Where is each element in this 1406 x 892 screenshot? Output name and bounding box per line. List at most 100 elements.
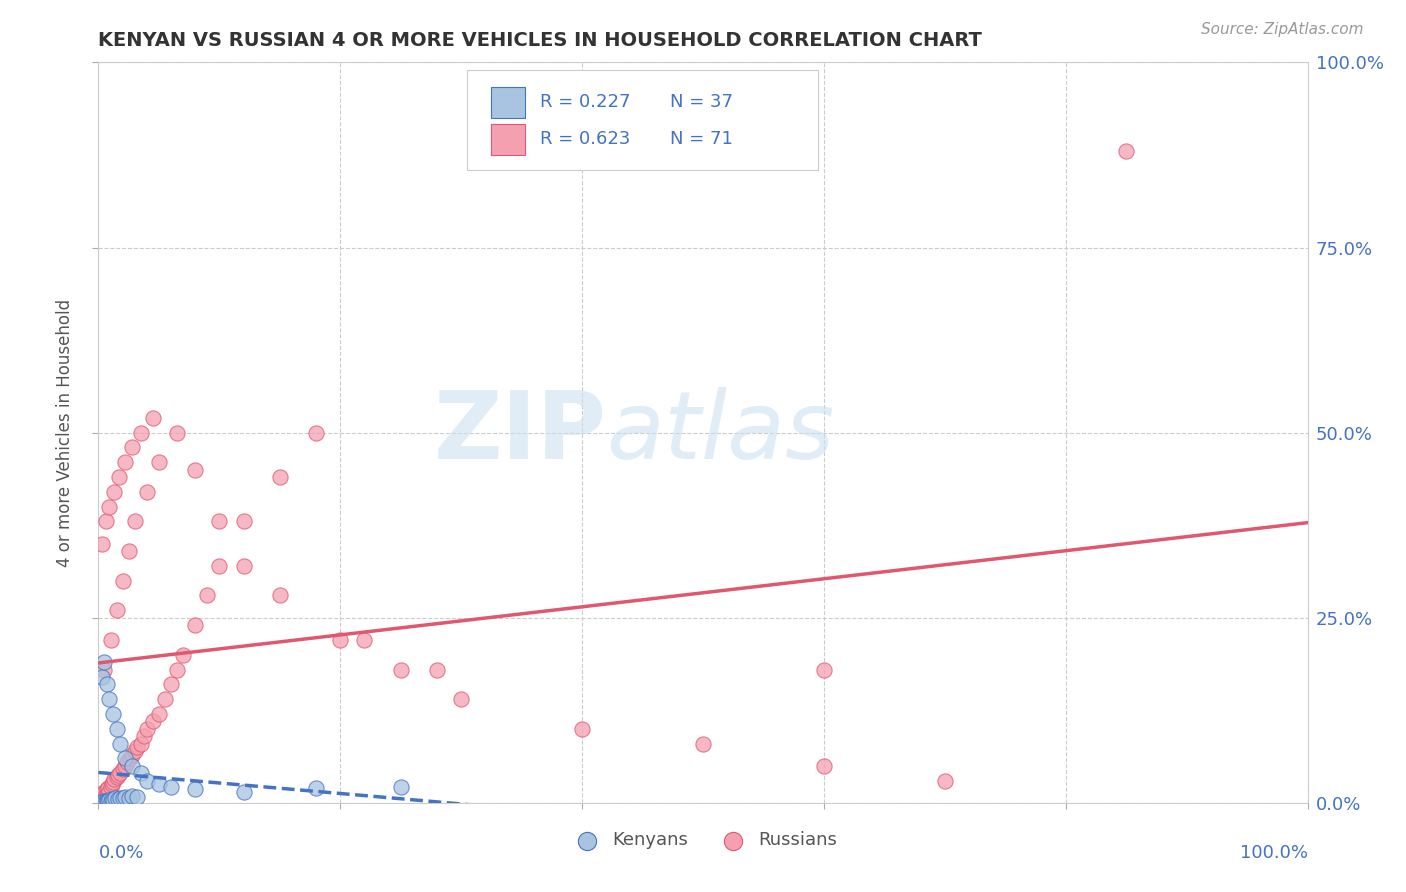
Point [93, 663, 115, 677]
Point [121, 747, 143, 762]
Point [232, 515, 254, 529]
Point [114, 758, 136, 772]
Point [129, 425, 152, 440]
Point [269, 470, 291, 484]
Point [148, 777, 170, 791]
Point [195, 589, 218, 603]
Point [172, 648, 194, 662]
Point [124, 744, 146, 758]
Point [135, 722, 157, 736]
Point [91, 794, 114, 808]
Point [97, 780, 120, 795]
Point [93, 655, 115, 669]
Point [184, 782, 207, 797]
Point [105, 770, 128, 784]
Point [98, 500, 121, 514]
Point [208, 558, 231, 573]
Text: R = 0.623: R = 0.623 [540, 130, 630, 148]
Point [101, 775, 124, 789]
FancyBboxPatch shape [467, 70, 818, 169]
Point [111, 791, 134, 805]
Point [101, 793, 124, 807]
Point [100, 794, 122, 808]
Point [90, 789, 112, 803]
Point [98, 785, 121, 799]
Text: N = 37: N = 37 [671, 94, 734, 112]
Point [96, 677, 118, 691]
Point [91, 787, 114, 801]
Point [121, 789, 143, 804]
Point [184, 618, 207, 632]
Point [389, 663, 412, 677]
Point [100, 780, 122, 794]
Point [813, 663, 835, 677]
Point [692, 737, 714, 751]
Point [269, 589, 291, 603]
Point [1115, 145, 1137, 159]
Point [166, 663, 188, 677]
Point [98, 793, 121, 807]
Point [232, 785, 254, 799]
FancyBboxPatch shape [492, 124, 526, 155]
Point [108, 737, 131, 751]
Point [124, 515, 146, 529]
Point [232, 558, 254, 573]
Point [127, 789, 149, 804]
Legend: Kenyans, Russians: Kenyans, Russians [561, 824, 845, 856]
Point [389, 780, 412, 794]
Point [160, 780, 183, 794]
Point [305, 425, 328, 440]
Point [105, 603, 128, 617]
Point [121, 758, 143, 772]
Point [160, 677, 183, 691]
Point [114, 789, 136, 804]
Point [91, 536, 114, 550]
Point [148, 455, 170, 469]
Text: 0.0%: 0.0% [98, 844, 143, 862]
Point [118, 751, 141, 765]
Point [118, 790, 141, 805]
Point [148, 706, 170, 721]
Point [96, 794, 118, 808]
Point [111, 763, 134, 777]
Point [329, 632, 352, 647]
Point [353, 632, 375, 647]
Point [98, 692, 121, 706]
Text: ZIP: ZIP [433, 386, 606, 479]
Point [100, 792, 122, 806]
Point [571, 722, 593, 736]
Point [94, 789, 117, 803]
Y-axis label: 4 or more Vehicles in Household: 4 or more Vehicles in Household [56, 299, 75, 566]
Point [90, 795, 112, 809]
Point [129, 737, 152, 751]
FancyBboxPatch shape [492, 87, 526, 118]
Point [94, 794, 117, 808]
Text: R = 0.227: R = 0.227 [540, 94, 630, 112]
Point [208, 515, 231, 529]
Point [135, 773, 157, 788]
Point [97, 794, 120, 808]
Point [93, 785, 115, 799]
Point [305, 780, 328, 795]
Point [91, 670, 114, 684]
Point [108, 790, 131, 805]
Point [107, 767, 129, 781]
Point [96, 782, 118, 797]
Text: N = 71: N = 71 [671, 130, 733, 148]
Point [142, 714, 165, 729]
Point [450, 692, 472, 706]
Point [108, 470, 131, 484]
Point [89, 796, 111, 810]
Point [103, 772, 125, 786]
Point [93, 795, 115, 809]
Point [101, 706, 124, 721]
Point [121, 441, 143, 455]
Point [127, 740, 149, 755]
Point [111, 574, 134, 588]
Text: KENYAN VS RUSSIAN 4 OR MORE VEHICLES IN HOUSEHOLD CORRELATION CHART: KENYAN VS RUSSIAN 4 OR MORE VEHICLES IN … [98, 31, 983, 50]
Point [117, 755, 139, 769]
Point [934, 773, 956, 788]
Point [104, 791, 127, 805]
Point [134, 729, 156, 743]
Point [91, 795, 114, 809]
